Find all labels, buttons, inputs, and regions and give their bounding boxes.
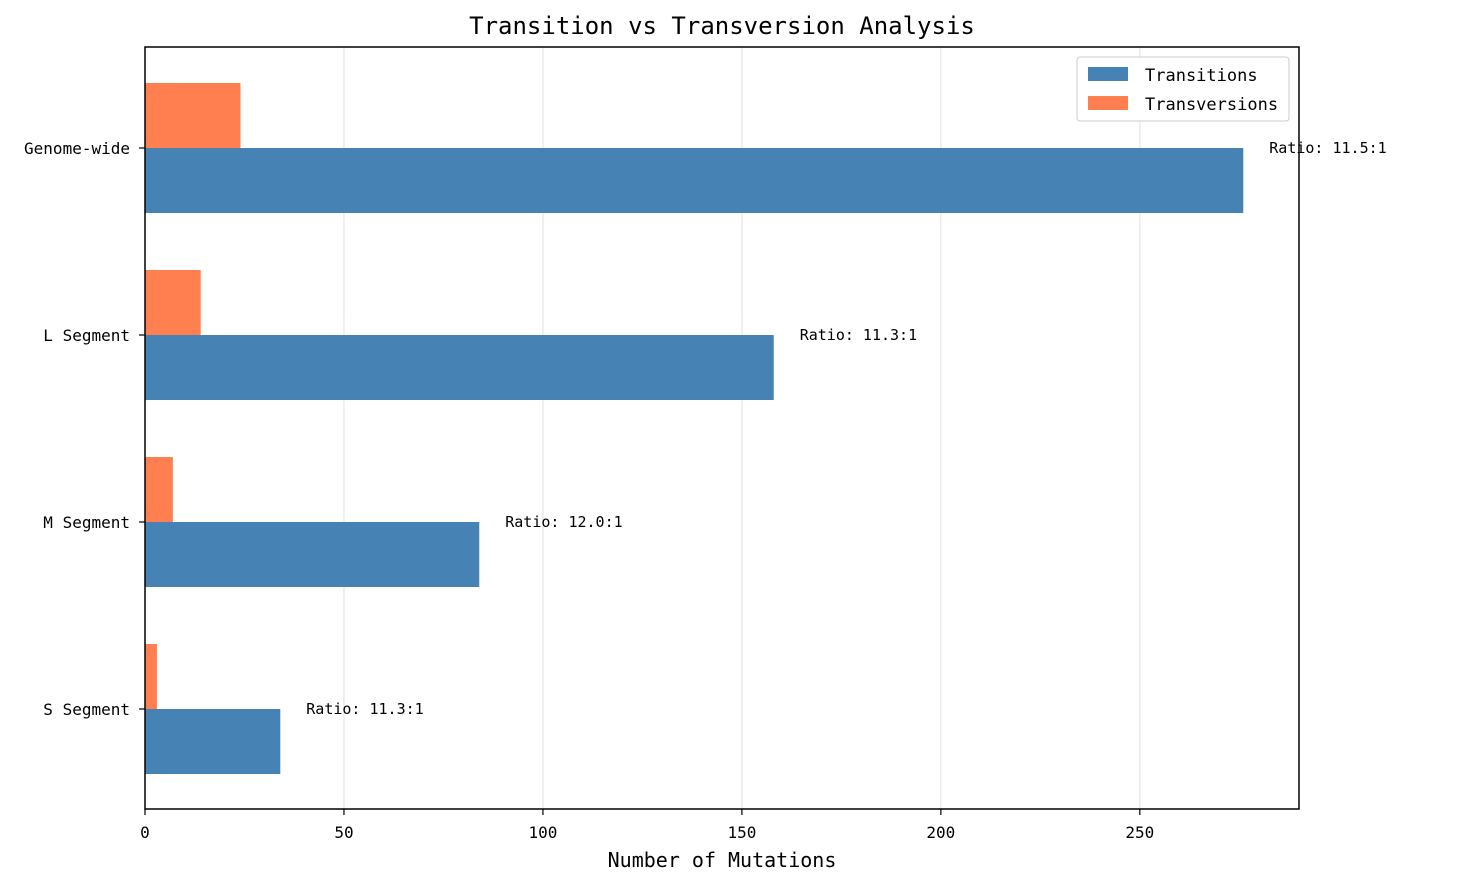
category-label: Genome-wide — [24, 139, 130, 158]
x-tick-label: 0 — [140, 823, 150, 842]
legend-label-transitions: Transitions — [1145, 66, 1258, 86]
chart-title: Transition vs Transversion Analysis — [469, 12, 975, 40]
legend: Transitions Transversions — [1076, 56, 1290, 122]
x-tick-label: 150 — [727, 823, 756, 842]
x-tick-label: 100 — [528, 823, 557, 842]
x-axis-label: Number of Mutations — [608, 848, 837, 872]
bar-transversions-0 — [145, 83, 241, 148]
bar-transversions-2 — [145, 457, 173, 522]
ratio-annotation: Ratio: 11.3:1 — [800, 326, 917, 344]
ratio-annotation: Ratio: 11.3:1 — [306, 700, 423, 718]
legend-box — [1076, 56, 1290, 122]
ratio-annotations: Ratio: 11.5:1 Ratio: 11.3:1 Ratio: 12.0:1 R… — [306, 139, 1386, 718]
category-label: M Segment — [43, 513, 130, 532]
bar-transversions-3 — [145, 644, 157, 709]
bar-transitions-1 — [145, 335, 774, 400]
y-axis-ticks: Genome-wide L Segment M Segment S Segment — [24, 139, 145, 719]
category-label: S Segment — [43, 700, 130, 719]
x-tick-label: 50 — [334, 823, 353, 842]
ratio-annotation: Ratio: 11.5:1 — [1269, 139, 1386, 157]
bar-transversions-1 — [145, 270, 201, 335]
x-axis-ticks: 0 50 100 150 200 250 — [140, 809, 1154, 842]
x-tick-label: 250 — [1125, 823, 1154, 842]
legend-label-transversions: Transversions — [1145, 95, 1278, 115]
legend-swatch-transitions — [1088, 67, 1128, 81]
ratio-annotation: Ratio: 12.0:1 — [505, 513, 622, 531]
bar-transitions-2 — [145, 522, 480, 587]
legend-swatch-transversions — [1088, 96, 1128, 110]
bar-transitions-3 — [145, 709, 281, 774]
bars — [145, 83, 1244, 774]
category-label: L Segment — [43, 326, 130, 345]
x-tick-label: 200 — [926, 823, 955, 842]
bar-transitions-0 — [145, 148, 1244, 213]
plot-frame — [144, 46, 1300, 810]
